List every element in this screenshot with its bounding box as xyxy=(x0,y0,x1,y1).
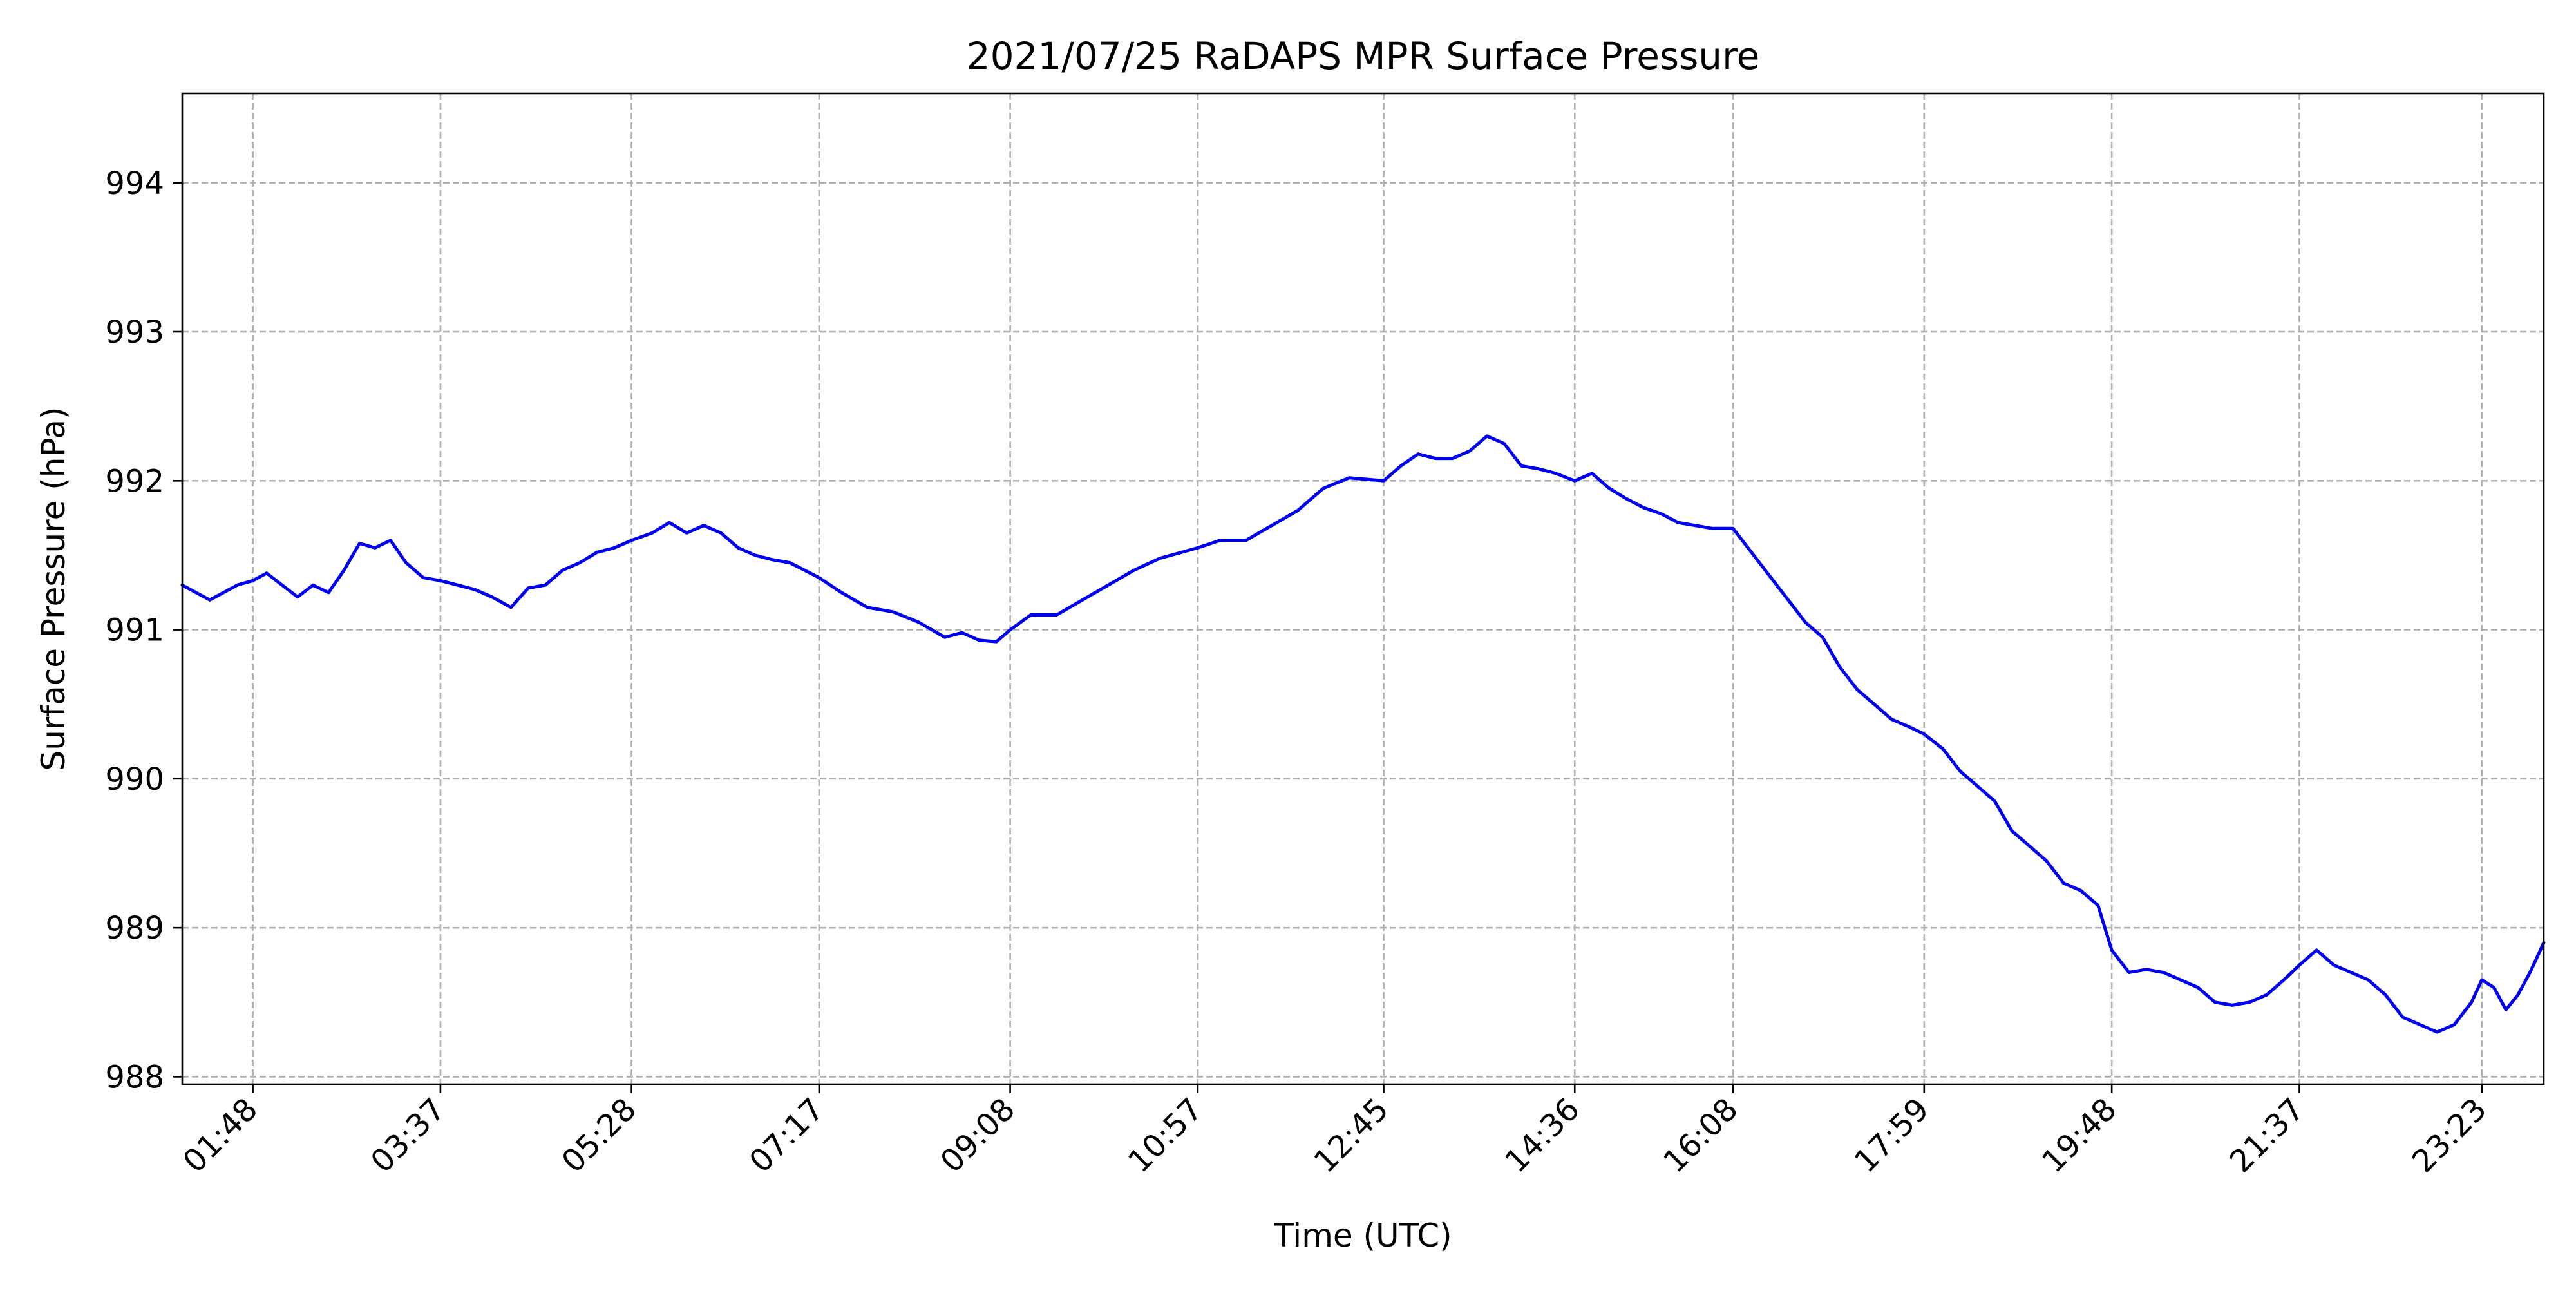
y-tick-label: 993 xyxy=(105,314,164,350)
grid-lines xyxy=(182,93,2544,1084)
y-axis: 988 989 990 991 992 993 994 xyxy=(105,166,182,1095)
y-tick-label: 989 xyxy=(105,910,164,946)
y-tick-label: 994 xyxy=(105,166,164,202)
y-tick-label: 990 xyxy=(105,761,164,798)
y-axis-label: Surface Pressure (hPa) xyxy=(35,406,72,770)
chart-title: 2021/07/25 RaDAPS MPR Surface Pressure xyxy=(967,34,1760,78)
y-tick-label: 991 xyxy=(105,613,164,649)
x-axis-label: Time (UTC) xyxy=(1273,1217,1452,1254)
series-layer xyxy=(180,434,2546,1034)
plot-area-background xyxy=(182,93,2544,1084)
y-tick-label: 992 xyxy=(105,463,164,499)
plot-frame xyxy=(181,92,2545,1085)
y-tick-label: 988 xyxy=(105,1059,164,1095)
series-line-0 xyxy=(180,434,2546,1034)
